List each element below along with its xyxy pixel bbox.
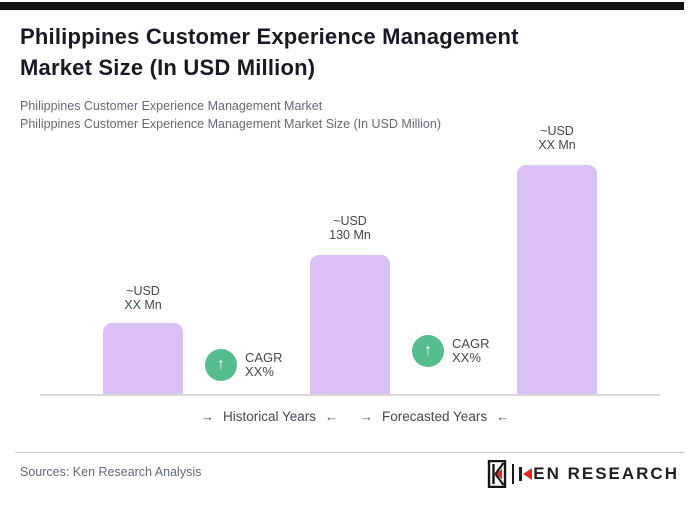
axis-label-historical: → Historical Years ← <box>201 409 338 424</box>
bar-value-label: ~USD 130 Mn <box>290 214 410 242</box>
bar-historical <box>103 323 183 394</box>
logo-wordmark: EN RESEARCH <box>519 464 679 484</box>
logo-wordmark-text: EN RESEARCH <box>533 464 679 483</box>
chart-subtitle: Philippines Customer Experience Manageme… <box>20 97 660 133</box>
bar-base-year <box>310 255 390 394</box>
cagr-badge-circle: ↑ <box>205 349 237 381</box>
arrow-up-icon: ↑ <box>217 356 225 373</box>
logo-separator <box>512 464 515 484</box>
bar-forecast <box>517 165 597 394</box>
cagr-badge-circle: ↑ <box>412 335 444 367</box>
right-arrow-icon: → <box>360 409 373 424</box>
axis-label-text: Forecasted Years <box>382 409 488 424</box>
subtitle-line-1: Philippines Customer Experience Manageme… <box>20 99 323 113</box>
footer-divider <box>15 452 685 453</box>
page-title-line1: Philippines Customer Experience Manageme… <box>20 24 519 49</box>
cagr-label: CAGR <box>245 350 283 365</box>
axis-label-text: Historical Years <box>223 409 317 424</box>
logo-k-icon <box>519 467 533 481</box>
bar-value-label: ~USD XX Mn <box>83 284 203 312</box>
x-axis-baseline <box>40 394 660 396</box>
axis-label-forecasted: → Forecasted Years ← <box>360 409 509 424</box>
left-arrow-icon: ← <box>325 409 339 424</box>
left-arrow-icon: ← <box>496 409 510 424</box>
sources-text: Sources: Ken Research Analysis <box>20 465 202 479</box>
cagr-value: XX% <box>452 350 481 365</box>
cagr-value: XX% <box>245 364 274 379</box>
bar-value-label: ~USD XX Mn <box>497 124 617 152</box>
bar-label-line: XX Mn <box>538 138 576 152</box>
bar-label-line: XX Mn <box>124 298 162 312</box>
arrow-up-icon: ↑ <box>424 342 432 359</box>
right-arrow-icon: → <box>201 409 214 424</box>
subtitle-line-2: Philippines Customer Experience Manageme… <box>20 117 442 131</box>
ken-research-emblem-icon <box>488 460 507 488</box>
bar-label-line: ~USD <box>333 214 367 228</box>
page-title: Philippines Customer Experience Manageme… <box>20 21 660 83</box>
bar-label-line: 130 Mn <box>329 228 371 242</box>
page-title-line2: Market Size (In USD Million) <box>20 55 316 80</box>
ken-research-logo: EN RESEARCH <box>486 460 679 488</box>
cagr-badge-text: CAGR XX% <box>245 351 283 379</box>
cagr-badge-text: CAGR XX% <box>452 337 490 365</box>
cagr-label: CAGR <box>452 336 490 351</box>
top-accent-bar <box>0 2 684 10</box>
bar-label-line: ~USD <box>540 124 574 138</box>
bar-label-line: ~USD <box>126 284 160 298</box>
